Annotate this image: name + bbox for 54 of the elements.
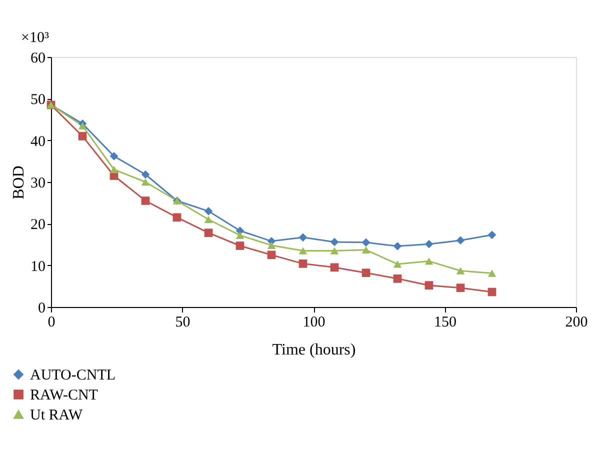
- point: [110, 166, 118, 174]
- x-tick-label: 150: [434, 314, 456, 330]
- text: ×10³: [21, 30, 50, 46]
- point: [298, 259, 308, 268]
- point: [236, 232, 244, 239]
- x-tick-label: 50: [175, 314, 190, 330]
- legend-label: Ut RAW: [30, 408, 84, 424]
- point: [298, 233, 308, 242]
- y-axis-title: BOD: [10, 166, 28, 200]
- point: [172, 213, 182, 222]
- point: [78, 132, 87, 140]
- point: [488, 270, 496, 277]
- y-tick-label: 30: [30, 176, 46, 192]
- x-tick-label: 0: [48, 314, 56, 330]
- point: [330, 247, 339, 254]
- legend-label: RAW-CNT: [30, 388, 98, 404]
- point: [330, 263, 339, 272]
- point: [110, 152, 118, 160]
- point: [393, 274, 402, 283]
- point: [362, 238, 370, 247]
- x-tick-label: 200: [565, 314, 588, 330]
- point: [267, 242, 276, 249]
- point: [204, 228, 213, 238]
- point: [78, 122, 87, 130]
- point: [456, 267, 465, 274]
- x-axis-title: Time (hours): [272, 342, 356, 358]
- point: [456, 236, 465, 245]
- point: [204, 216, 213, 224]
- point: [362, 268, 370, 278]
- point: [141, 170, 150, 179]
- point: [236, 242, 244, 250]
- point: [393, 260, 402, 268]
- y-tick-label: 60: [30, 50, 46, 66]
- point: [393, 242, 402, 250]
- point: [488, 288, 496, 296]
- y-tick-label: 40: [30, 134, 46, 150]
- y-tick-label: 20: [30, 217, 46, 234]
- y-tick-label: 50: [30, 92, 46, 108]
- x-tick-label: 100: [302, 314, 326, 330]
- point: [298, 247, 308, 254]
- y-tick-label: 0: [38, 300, 46, 316]
- point: [362, 246, 370, 254]
- point: [141, 196, 150, 205]
- point: [488, 230, 496, 240]
- point: [267, 250, 276, 260]
- point: [424, 240, 434, 248]
- legend-label: AUTO-CNTL: [30, 368, 116, 384]
- point: [456, 284, 465, 292]
- point: [141, 178, 150, 186]
- point: [204, 206, 213, 216]
- point: [424, 258, 434, 265]
- y-tick-label: 10: [30, 258, 46, 275]
- point: [424, 281, 434, 290]
- point: [330, 238, 339, 246]
